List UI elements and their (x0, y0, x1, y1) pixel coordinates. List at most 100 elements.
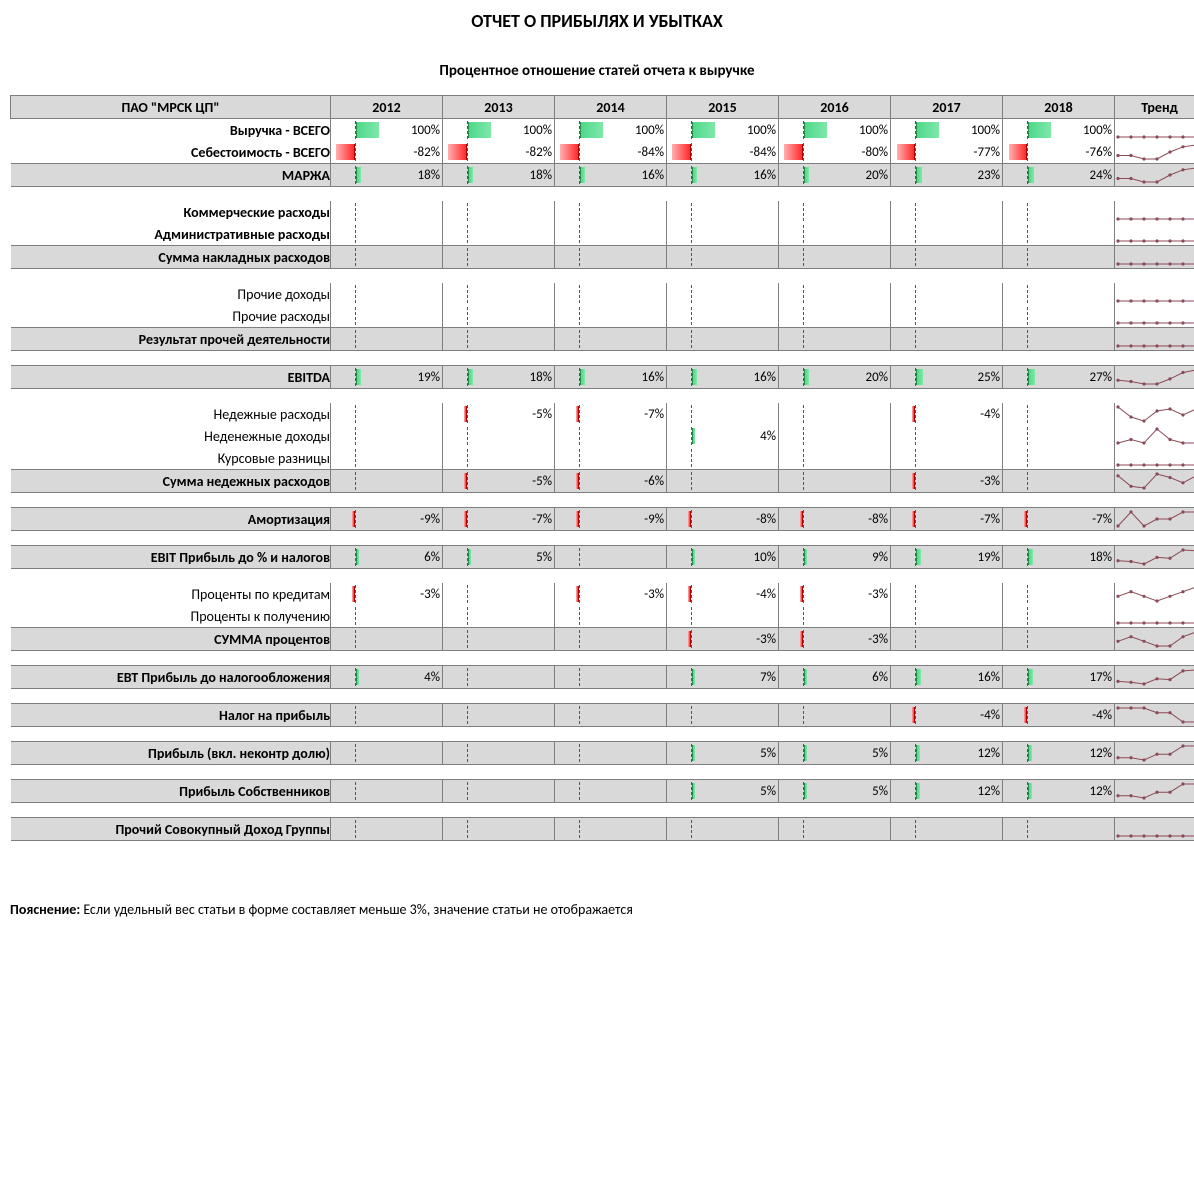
value-cell (555, 818, 667, 841)
value-text: 100% (379, 123, 442, 138)
value-cell (443, 818, 555, 841)
trend-sparkline (1115, 470, 1194, 493)
trend-sparkline (1115, 704, 1194, 727)
table-row: Результат прочей деятельности (11, 328, 1194, 351)
row-label: EBT Прибыль до налогообложения (11, 666, 331, 689)
value-cell: -7% (555, 403, 667, 425)
value-cell (779, 223, 891, 246)
value-cell (555, 305, 667, 328)
value-cell (443, 583, 555, 605)
value-cell: 6% (331, 546, 443, 569)
row-label: Неденежные доходы (11, 425, 331, 447)
value-text: -84% (715, 145, 778, 160)
value-cell: 12% (891, 780, 1003, 803)
trend-sparkline (1115, 780, 1194, 803)
value-text: 100% (827, 123, 890, 138)
value-cell: 20% (779, 164, 891, 187)
value-cell: 5% (779, 780, 891, 803)
table-row: Административные расходы (11, 223, 1194, 246)
value-text: -77% (939, 145, 1002, 160)
value-cell: 18% (443, 366, 555, 389)
value-cell: -77% (891, 141, 1003, 164)
value-text: 17% (1051, 670, 1114, 685)
trend-sparkline (1115, 119, 1194, 142)
value-text: 16% (715, 370, 778, 385)
value-cell (891, 583, 1003, 605)
value-cell (891, 223, 1003, 246)
value-cell (443, 447, 555, 470)
value-text: 18% (491, 370, 554, 385)
value-cell: -7% (891, 508, 1003, 531)
footnote-text: Если удельный вес статьи в форме составл… (83, 901, 633, 918)
trend-sparkline (1115, 141, 1194, 164)
table-row: Прибыль (вкл. неконтр долю)5%5%12%12% (11, 742, 1194, 765)
value-text: 16% (715, 168, 778, 183)
value-cell (1003, 470, 1115, 493)
table-row: СУММА процентов-3%-3% (11, 628, 1194, 651)
value-cell (555, 605, 667, 628)
value-cell (555, 246, 667, 269)
value-text: -3% (603, 587, 666, 602)
value-cell (667, 818, 779, 841)
row-label: Прочий Совокупный Доход Группы (11, 818, 331, 841)
value-cell: 25% (891, 366, 1003, 389)
value-cell (1003, 818, 1115, 841)
value-cell (779, 818, 891, 841)
value-cell: -84% (667, 141, 779, 164)
table-row: Прочий Совокупный Доход Группы (11, 818, 1194, 841)
value-text: 18% (1051, 550, 1114, 565)
year-header: 2017 (891, 96, 1003, 119)
value-cell (443, 201, 555, 223)
trend-sparkline (1115, 425, 1194, 447)
value-text: -3% (827, 632, 890, 647)
value-cell: 18% (443, 164, 555, 187)
value-cell: -9% (331, 508, 443, 531)
value-cell (891, 447, 1003, 470)
year-header: 2014 (555, 96, 667, 119)
value-cell (331, 628, 443, 651)
value-cell: -3% (555, 583, 667, 605)
value-text: -4% (715, 587, 778, 602)
value-text: -3% (939, 474, 1002, 489)
value-cell: -5% (443, 403, 555, 425)
value-cell (1003, 583, 1115, 605)
value-cell (331, 605, 443, 628)
value-cell: 19% (331, 366, 443, 389)
value-cell (555, 223, 667, 246)
value-cell (443, 305, 555, 328)
value-cell: -6% (555, 470, 667, 493)
value-text: 12% (1051, 784, 1114, 799)
value-cell (779, 283, 891, 305)
year-header: 2015 (667, 96, 779, 119)
value-cell: 12% (891, 742, 1003, 765)
row-label: Прибыль Собственников (11, 780, 331, 803)
value-cell (1003, 223, 1115, 246)
value-cell: 27% (1003, 366, 1115, 389)
row-label: EBIT Прибыль до % и налогов (11, 546, 331, 569)
value-text: 6% (827, 670, 890, 685)
value-cell (1003, 447, 1115, 470)
trend-sparkline (1115, 366, 1194, 389)
pl-table: ПАО "МРСК ЦП" 2012 2013 2014 2015 2016 2… (10, 95, 1194, 841)
value-text: 100% (715, 123, 778, 138)
trend-sparkline (1115, 403, 1194, 425)
value-cell: -3% (891, 470, 1003, 493)
value-cell (555, 780, 667, 803)
value-cell: -7% (1003, 508, 1115, 531)
value-cell: 20% (779, 366, 891, 389)
value-cell: 19% (891, 546, 1003, 569)
trend-sparkline (1115, 328, 1194, 351)
value-text: 18% (379, 168, 442, 183)
value-text: 5% (827, 784, 890, 799)
value-text: 6% (379, 550, 442, 565)
row-label: Проценты по кредитам (11, 583, 331, 605)
value-text: -7% (939, 512, 1002, 527)
value-text: 24% (1051, 168, 1114, 183)
value-cell: -5% (443, 470, 555, 493)
value-cell: 12% (1003, 742, 1115, 765)
company-header: ПАО "МРСК ЦП" (11, 96, 331, 119)
value-cell (555, 425, 667, 447)
value-cell (779, 425, 891, 447)
value-text: -9% (603, 512, 666, 527)
value-cell: 18% (1003, 546, 1115, 569)
